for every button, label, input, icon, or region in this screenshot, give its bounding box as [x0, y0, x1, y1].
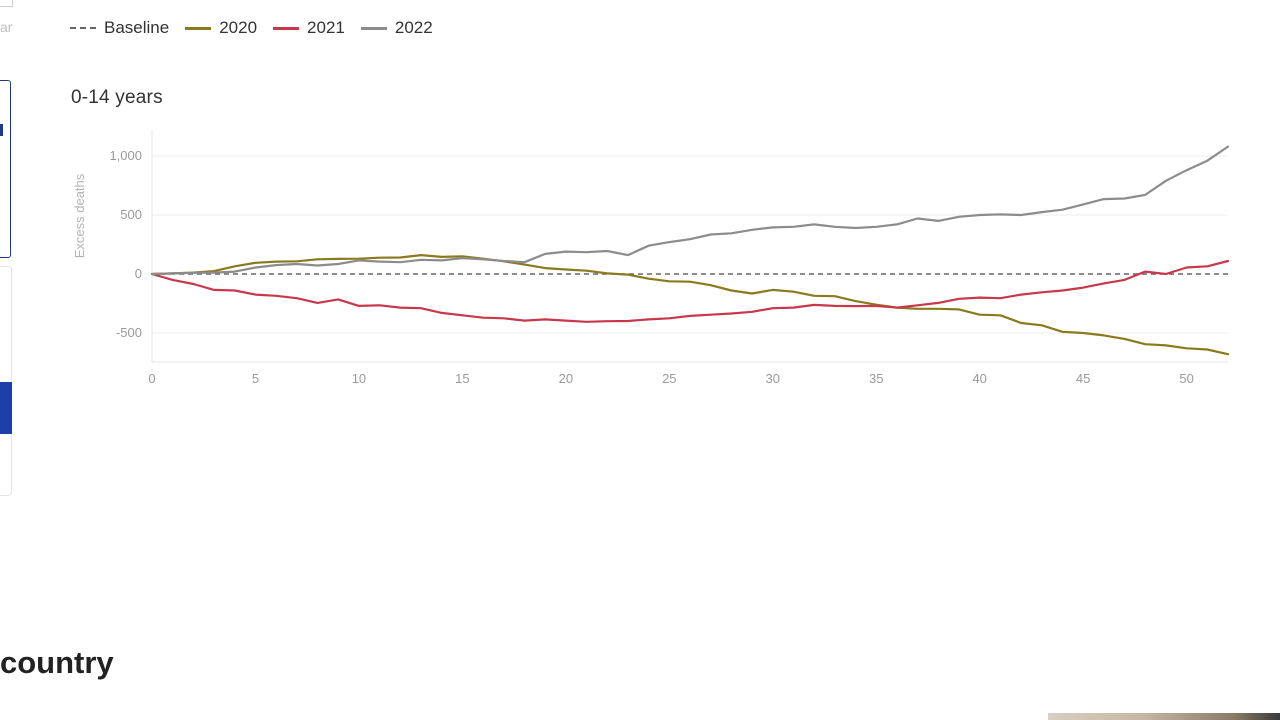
legend-label-2020: 2020	[219, 18, 258, 37]
y-tick-label: 0	[135, 266, 142, 281]
x-tick-label: 25	[662, 371, 676, 386]
legend-swatch-2020	[185, 26, 212, 30]
left-panel-label-fragment: ar	[0, 19, 13, 35]
series-line-2022	[150, 145, 1230, 276]
x-tick-label: 20	[559, 371, 573, 386]
x-tick-label: 35	[869, 371, 883, 386]
left-panel-selector[interactable]	[0, 80, 11, 258]
left-panel-box-edge	[0, 0, 13, 7]
legend-item-2021[interactable]: 2021	[273, 18, 345, 38]
excess-deaths-chart: -500 0 500 1,000 0 5 10 15 20 25 30 35 40 45 50 Excess …	[72, 130, 1230, 386]
legend-label-2021: 2021	[307, 18, 345, 37]
series-line-2021	[150, 259, 1230, 323]
legend-label-baseline: Baseline	[104, 18, 170, 37]
x-tick-label: 45	[1076, 371, 1090, 386]
chart-legend: Baseline 2020 2021 2022	[70, 17, 433, 39]
left-card-active-item[interactable]	[0, 382, 12, 434]
bottom-image-fragment	[1048, 713, 1280, 720]
legend-label-2022: 2022	[394, 18, 433, 37]
left-panel-indicator	[0, 124, 3, 136]
x-tick-label: 15	[455, 371, 469, 386]
x-tick-label: 50	[1179, 371, 1193, 386]
y-axis-title: Excess deaths	[72, 173, 87, 258]
y-tick-label: -500	[116, 325, 142, 340]
y-tick-label: 500	[120, 207, 142, 222]
legend-swatch-baseline	[70, 27, 96, 29]
x-tick-label: 0	[148, 371, 155, 386]
legend-swatch-2022	[360, 26, 387, 30]
left-card	[0, 266, 12, 496]
legend-item-baseline[interactable]: Baseline	[70, 18, 169, 38]
x-tick-label: 40	[972, 371, 986, 386]
section-heading: country	[0, 645, 114, 680]
x-tick-label: 10	[352, 371, 366, 386]
x-tick-label: 30	[766, 371, 780, 386]
x-tick-label: 5	[252, 371, 259, 386]
legend-item-2020[interactable]: 2020	[185, 18, 257, 38]
panel-title: 0-14 years	[71, 87, 163, 108]
y-tick-label: 1,000	[109, 148, 142, 163]
legend-item-2022[interactable]: 2022	[360, 18, 433, 38]
series-line-2020	[150, 254, 1230, 356]
legend-swatch-2021	[273, 26, 300, 30]
